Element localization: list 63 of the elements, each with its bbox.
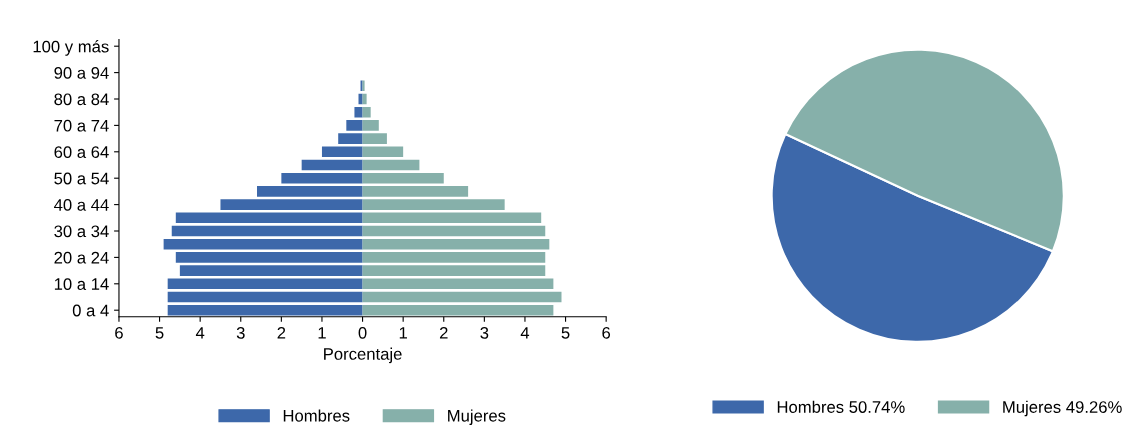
bar xyxy=(175,212,363,224)
bar xyxy=(358,93,363,105)
bar xyxy=(362,199,505,210)
bar xyxy=(362,238,550,250)
bar xyxy=(362,252,546,263)
bar xyxy=(321,146,363,158)
bar xyxy=(179,265,363,276)
bar xyxy=(257,186,363,197)
bar xyxy=(354,106,363,118)
legend-label: Mujeres 49.26% xyxy=(1003,400,1122,417)
bar xyxy=(167,291,363,303)
bar xyxy=(301,159,363,171)
x-tick-label: 4 xyxy=(520,327,530,339)
bar xyxy=(362,225,546,237)
x-tick-label: 1 xyxy=(399,327,407,339)
x-tick-label: 5 xyxy=(561,327,570,339)
x-tick-label: 0 xyxy=(358,326,367,339)
x-tick-label: 3 xyxy=(480,326,489,339)
bar xyxy=(362,186,469,197)
bar xyxy=(362,291,562,303)
bar xyxy=(167,278,363,290)
bar xyxy=(171,225,363,237)
bar xyxy=(167,304,363,316)
y-tick-label: 100 y más xyxy=(33,40,109,56)
y-tick-label: 80 a 84 xyxy=(54,93,109,106)
bar xyxy=(175,252,363,263)
y-tick-label: 50 a 54 xyxy=(54,172,109,185)
bar xyxy=(362,133,387,144)
y-tick-label: 70 a 74 xyxy=(54,119,109,132)
bar xyxy=(362,146,404,158)
x-tick-label: 6 xyxy=(115,326,123,339)
bar xyxy=(362,172,444,184)
legend-label: Mujeres xyxy=(448,409,506,425)
y-tick-label: 40 a 44 xyxy=(54,199,109,211)
x-tick-label: 2 xyxy=(439,326,448,339)
x-axis-title: Porcentaje xyxy=(324,347,402,364)
x-tick-label: 2 xyxy=(277,326,286,339)
bar xyxy=(163,238,363,250)
bar xyxy=(338,133,363,144)
x-tick-label: 3 xyxy=(236,326,245,339)
bar xyxy=(362,304,554,316)
x-tick-label: 5 xyxy=(155,327,164,339)
bar xyxy=(281,172,363,184)
y-tick-label: 10 a 14 xyxy=(54,278,109,290)
bar xyxy=(362,106,371,118)
bar xyxy=(362,265,546,276)
y-tick-label: 0 a 4 xyxy=(72,304,109,317)
bar xyxy=(362,212,542,224)
legend-label: Hombres 50.74% xyxy=(777,400,905,413)
y-tick-label: 30 a 34 xyxy=(54,225,109,238)
bar xyxy=(220,199,363,210)
bar xyxy=(346,120,363,131)
bar xyxy=(362,278,554,290)
x-tick-label: 1 xyxy=(318,327,326,339)
y-tick-label: 60 a 64 xyxy=(54,146,109,158)
x-tick-label: 4 xyxy=(195,327,205,339)
x-tick-label: 6 xyxy=(602,326,611,339)
bar xyxy=(362,120,379,131)
bar xyxy=(362,93,367,105)
y-tick-label: 90 a 94 xyxy=(54,67,109,79)
legend-label: Hombres xyxy=(283,409,350,422)
bar xyxy=(362,159,420,171)
y-tick-label: 20 a 24 xyxy=(54,251,109,264)
